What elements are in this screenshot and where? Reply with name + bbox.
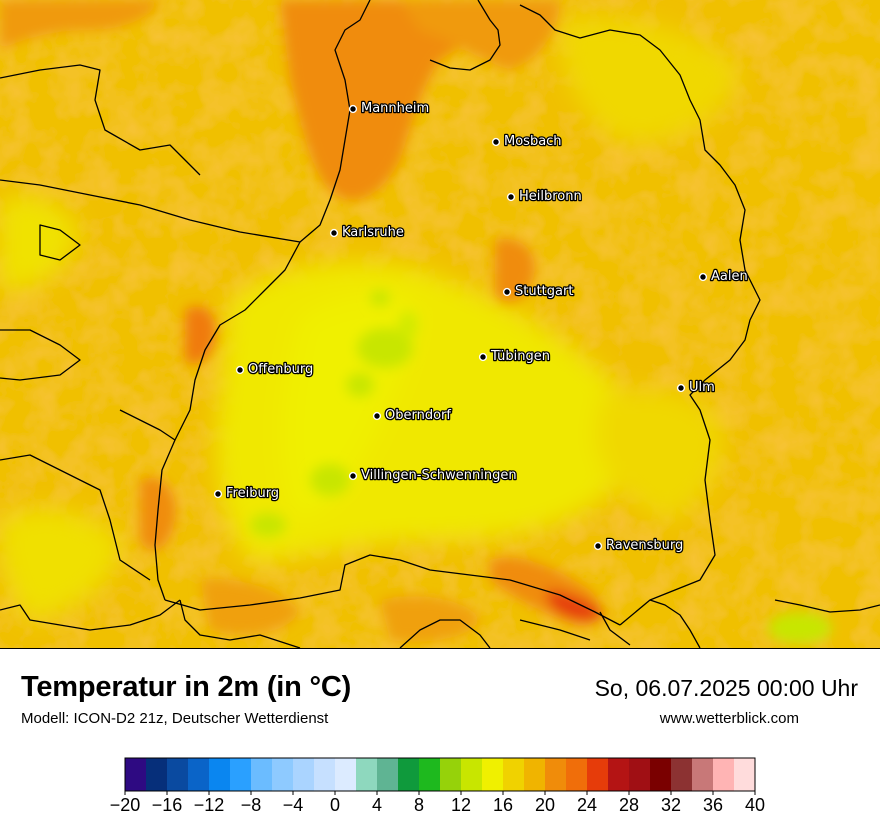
legend-swatch xyxy=(293,758,315,791)
forecast-datetime: So, 06.07.2025 00:00 Uhr xyxy=(594,675,858,701)
city-label: Tübingen xyxy=(490,349,550,364)
city-dot-icon xyxy=(593,541,603,551)
legend-swatch xyxy=(272,758,294,791)
legend-swatch xyxy=(734,758,756,791)
map-canvas: Mannheim Mosbach Heilbronn Karlsruhe Aalen St… xyxy=(0,0,880,648)
city-stuttgart: Stuttgart xyxy=(502,283,575,300)
legend-swatch xyxy=(692,758,714,791)
legend-canvas: −20 −16 −12 −8 −4 0 4 8 12 16 20 24 28 32 36 40 xyxy=(110,757,765,815)
legend-tick-label: 0 xyxy=(330,795,340,815)
legend-tick-label: −20 xyxy=(110,795,141,815)
city-label: Ravensburg xyxy=(606,538,683,553)
city-heilbronn: Heilbronn xyxy=(506,188,583,205)
city-label: Aalen xyxy=(711,269,748,284)
state-borders xyxy=(0,0,880,648)
city-mannheim: Mannheim xyxy=(348,100,430,117)
legend-swatch xyxy=(314,758,336,791)
city-dot-icon xyxy=(372,411,382,421)
city-label: Stuttgart xyxy=(515,284,573,299)
legend-swatch xyxy=(419,758,441,791)
legend-swatch xyxy=(440,758,462,791)
model-subtitle: Modell: ICON-D2 21z, Deutscher Wetterdie… xyxy=(21,710,329,727)
legend-tick-label: −4 xyxy=(283,795,304,815)
city-villingen-schwenningen: Villingen-Schwenningen xyxy=(348,467,518,484)
city-dot-icon xyxy=(478,352,488,362)
lime-patches xyxy=(250,290,832,644)
city-offenburg: Offenburg xyxy=(235,361,315,378)
city-dot-icon xyxy=(235,365,245,375)
legend-tick-label: −8 xyxy=(241,795,262,815)
legend-tick-label: 32 xyxy=(661,795,681,815)
legend-swatch xyxy=(482,758,504,791)
legend-tick-label: 36 xyxy=(703,795,723,815)
legend-tick-label: 40 xyxy=(745,795,765,815)
city-markers: Mannheim Mosbach Heilbronn Karlsruhe Aalen St… xyxy=(213,100,749,554)
city-dot-icon xyxy=(676,383,686,393)
legend-tick-label: 12 xyxy=(451,795,471,815)
legend-swatch xyxy=(398,758,420,791)
city-label: Karlsruhe xyxy=(342,225,404,240)
city-dot-icon xyxy=(329,228,339,238)
city-label: Ulm xyxy=(689,380,715,395)
legend-swatch xyxy=(671,758,693,791)
warm-regions xyxy=(0,0,605,642)
legend-swatch xyxy=(608,758,630,791)
city-dot-icon xyxy=(502,287,512,297)
legend-tick-label: −12 xyxy=(194,795,225,815)
legend-swatch xyxy=(188,758,210,791)
city-label: Offenburg xyxy=(248,362,313,377)
temperature-map: Mannheim Mosbach Heilbronn Karlsruhe Aalen St… xyxy=(0,0,880,649)
legend-tick-label: 24 xyxy=(577,795,597,815)
city-dot-icon xyxy=(348,471,358,481)
city-label: Mannheim xyxy=(361,101,429,116)
map-title: Temperatur in 2m (in °C) xyxy=(21,671,352,703)
city-oberndorf: Oberndorf xyxy=(372,407,453,424)
legend-swatch xyxy=(167,758,189,791)
legend-swatch xyxy=(356,758,378,791)
legend-swatch xyxy=(650,758,672,791)
legend-swatch xyxy=(335,758,357,791)
legend-tick-label: 20 xyxy=(535,795,555,815)
city-label: Heilbronn xyxy=(519,189,582,204)
legend-swatch xyxy=(503,758,525,791)
city-dot-icon xyxy=(491,137,501,147)
city-ulm: Ulm xyxy=(676,379,716,396)
footer-panel: Temperatur in 2m (in °C) Modell: ICON-D2… xyxy=(0,649,880,830)
city-t-bingen: Tübingen xyxy=(478,348,551,365)
legend-swatch xyxy=(524,758,546,791)
legend-swatch xyxy=(209,758,231,791)
legend-swatch xyxy=(461,758,483,791)
city-dot-icon xyxy=(348,104,358,114)
city-label: Oberndorf xyxy=(385,408,451,423)
city-dot-icon xyxy=(506,192,516,202)
city-karlsruhe: Karlsruhe xyxy=(329,224,405,241)
legend-tick-label: 16 xyxy=(493,795,513,815)
legend-tick-label: −16 xyxy=(152,795,183,815)
city-aalen: Aalen xyxy=(698,268,749,285)
legend-swatch xyxy=(230,758,252,791)
legend-swatch xyxy=(377,758,399,791)
city-dot-icon xyxy=(698,272,708,282)
legend-tick-label: 4 xyxy=(372,795,382,815)
legend-swatch xyxy=(125,758,147,791)
legend-swatch xyxy=(545,758,567,791)
legend-swatch xyxy=(713,758,735,791)
city-ravensburg: Ravensburg xyxy=(593,537,685,554)
legend-frame xyxy=(124,757,756,792)
city-dot-icon xyxy=(213,489,223,499)
legend-swatch xyxy=(629,758,651,791)
legend-swatch xyxy=(587,758,609,791)
city-mosbach: Mosbach xyxy=(491,133,563,150)
legend-tick-label: 8 xyxy=(414,795,424,815)
city-label: Mosbach xyxy=(504,134,562,149)
city-freiburg: Freiburg xyxy=(213,485,280,502)
color-legend: −20 −16 −12 −8 −4 0 4 8 12 16 20 24 28 32 36 40 xyxy=(0,756,880,834)
website-credit: www.wetterblick.com xyxy=(659,710,799,727)
legend-swatch xyxy=(146,758,168,791)
city-label: Villingen-Schwenningen xyxy=(361,468,517,483)
legend-tick-label: 28 xyxy=(619,795,639,815)
city-label: Freiburg xyxy=(226,486,279,501)
legend-swatch xyxy=(566,758,588,791)
legend-swatch xyxy=(251,758,273,791)
